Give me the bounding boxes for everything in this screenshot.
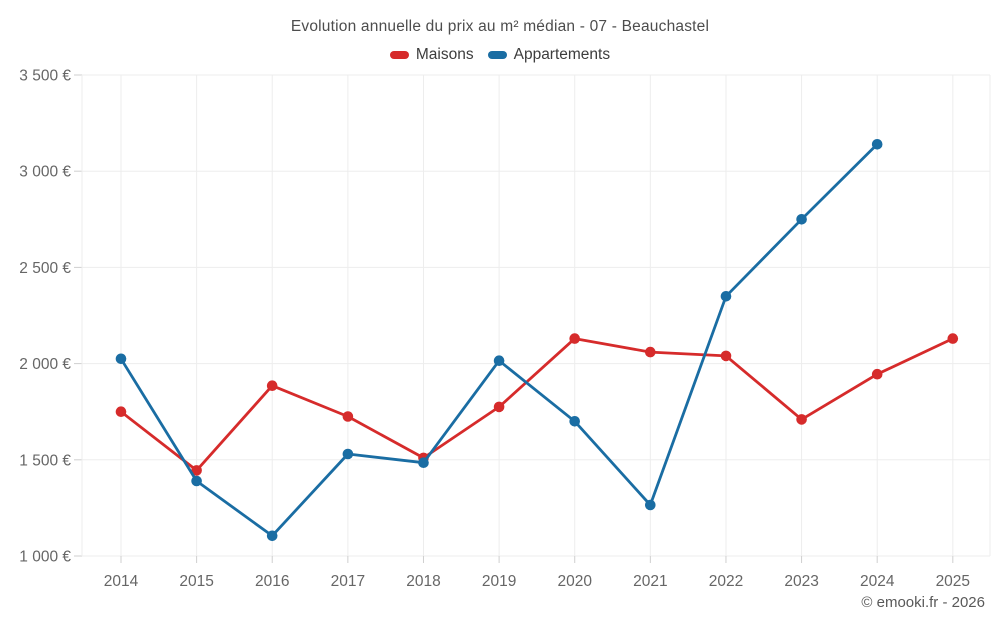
y-axis-tick-label: 2 000 € (19, 356, 71, 373)
chart-legend: Maisons Appartements (0, 46, 1000, 64)
data-point-appartements[interactable] (645, 499, 656, 511)
data-point-maisons[interactable] (115, 406, 127, 418)
x-axis-tick-label: 2017 (331, 573, 365, 590)
x-axis-tick-label: 2023 (784, 573, 818, 590)
x-axis-tick-label: 2025 (936, 573, 970, 590)
y-axis-tick-label: 1 000 € (19, 549, 71, 566)
data-point-appartements[interactable] (191, 475, 202, 487)
data-point-appartements[interactable] (569, 416, 580, 427)
x-axis-tick-label: 2019 (482, 573, 516, 590)
data-point-maisons[interactable] (645, 346, 656, 358)
data-point-maisons[interactable] (266, 380, 278, 392)
data-point-maisons[interactable] (720, 350, 732, 362)
maisons-swatch (389, 51, 409, 59)
y-axis-tick-label: 2 500 € (19, 260, 71, 277)
y-axis-tick-label: 3 000 € (19, 164, 71, 181)
legend-label-appartements: Appartements (513, 46, 611, 63)
x-axis-tick-label: 2021 (633, 573, 667, 590)
data-point-maisons[interactable] (493, 401, 505, 413)
x-axis-tick-label: 2024 (860, 573, 895, 590)
data-point-maisons[interactable] (796, 414, 807, 425)
data-point-maisons[interactable] (871, 368, 883, 380)
data-point-appartements[interactable] (720, 291, 732, 302)
y-axis-tick-label: 3 500 € (19, 68, 71, 85)
legend-item-appartements[interactable]: Appartements (487, 46, 611, 64)
legend-item-maisons[interactable]: Maisons (389, 46, 474, 64)
copyright-note: © emooki.fr - 2026 (861, 594, 985, 611)
appartements-swatch (487, 51, 507, 59)
data-point-appartements[interactable] (342, 448, 354, 460)
data-point-appartements[interactable] (493, 355, 505, 367)
data-point-appartements[interactable] (115, 353, 127, 365)
x-axis-tick-label: 2015 (179, 573, 213, 590)
y-axis-tick-label: 1 500 € (19, 452, 71, 469)
series-line-maisons (119, 337, 955, 472)
x-axis-tick-label: 2020 (557, 573, 592, 590)
data-point-appartements[interactable] (418, 457, 429, 469)
data-point-appartements[interactable] (796, 214, 807, 225)
data-point-maisons[interactable] (342, 411, 354, 422)
chart-title: Evolution annuelle du prix au m² médian … (290, 18, 710, 35)
legend-label-maisons: Maisons (415, 46, 474, 63)
data-point-maisons[interactable] (947, 333, 959, 344)
data-point-appartements[interactable] (266, 530, 278, 542)
data-point-appartements[interactable] (871, 139, 883, 150)
x-axis-tick-label: 2018 (406, 573, 440, 590)
data-point-maisons[interactable] (569, 333, 580, 344)
data-point-maisons[interactable] (191, 465, 202, 476)
x-axis-tick-label: 2022 (709, 573, 743, 590)
x-axis-tick-label: 2016 (255, 573, 289, 590)
x-axis-tick-label: 2014 (104, 573, 139, 590)
